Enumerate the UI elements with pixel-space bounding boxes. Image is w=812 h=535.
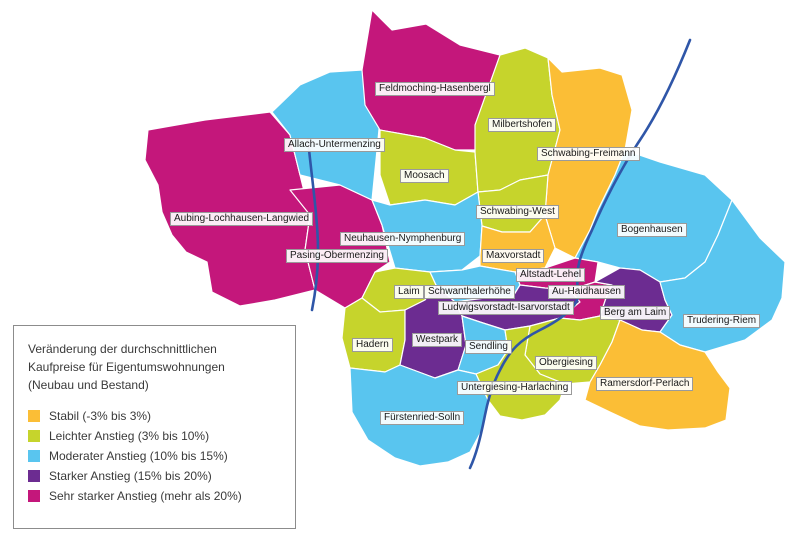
legend-item-stabil: Stabil (-3% bis 3%) (28, 406, 295, 426)
label-obergiesing: Obergiesing (535, 356, 597, 370)
label-ramersdorf-perlach: Ramersdorf-Perlach (596, 377, 694, 391)
label-schwabing-west: Schwabing-West (476, 205, 559, 219)
legend-label: Leichter Anstieg (3% bis 10%) (49, 429, 210, 443)
label-neuhausen-nymphenburg: Neuhausen-Nymphenburg (340, 232, 466, 246)
label-laim: Laim (394, 285, 424, 299)
legend-title: Veränderung der durchschnittlichen Kaufp… (28, 340, 295, 394)
legend-item-moderater-anstieg: Moderater Anstieg (10% bis 15%) (28, 446, 295, 466)
legend-title-line: Kaufpreise für Eigentumswohnungen (28, 360, 225, 374)
legend-swatch (28, 410, 40, 422)
legend-title-line: Veränderung der durchschnittlichen (28, 342, 217, 356)
legend-label: Moderater Anstieg (10% bis 15%) (49, 449, 228, 463)
label-sendling: Sendling (465, 340, 512, 354)
label-hadern: Hadern (352, 338, 393, 352)
district-ramersdorf-perlach[interactable] (584, 319, 731, 431)
label-berg-am-laim: Berg am Laim (600, 306, 671, 320)
label-bogenhausen: Bogenhausen (617, 223, 687, 237)
label-moosach: Moosach (400, 169, 449, 183)
legend-swatch (28, 490, 40, 502)
legend-title-line: (Neubau und Bestand) (28, 378, 149, 392)
district-allach-untermenzing[interactable] (271, 69, 381, 201)
legend-item-sehr-starker-anstieg: Sehr starker Anstieg (mehr als 20%) (28, 486, 295, 506)
label-milbertshofen: Milbertshofen (488, 118, 557, 132)
legend-swatch (28, 450, 40, 462)
label-trudering-riem: Trudering-Riem (683, 314, 761, 328)
label-schwanthalerhoehe: Schwanthalerhöhe (424, 285, 515, 299)
legend-swatch (28, 430, 40, 442)
label-altstadt-lehel: Altstadt-Lehel (516, 268, 586, 282)
label-ludwigsvorstadt-isarvorstadt: Ludwigsvorstadt-Isarvorstadt (438, 301, 574, 315)
label-fuerstenried-solln: Fürstenried-Solln (380, 411, 465, 425)
label-allach-untermenzing: Allach-Untermenzing (284, 138, 385, 152)
legend-swatch (28, 470, 40, 482)
legend-label: Stabil (-3% bis 3%) (49, 409, 152, 423)
label-untergiesing-harlaching: Untergiesing-Harlaching (457, 381, 573, 395)
label-au-haidhausen: Au-Haidhausen (548, 285, 625, 299)
label-maxvorstadt: Maxvorstadt (482, 249, 545, 263)
legend-item-starker-anstieg: Starker Anstieg (15% bis 20%) (28, 466, 295, 486)
label-feldmoching-hasenbergl: Feldmoching-Hasenbergl (375, 82, 495, 96)
river-wuerm (306, 138, 320, 312)
label-aubing-lochhausen-langwied: Aubing-Lochhausen-Langwied (170, 212, 314, 226)
legend-label: Sehr starker Anstieg (mehr als 20%) (49, 489, 242, 503)
label-pasing-obermenzing: Pasing-Obermenzing (286, 249, 388, 263)
legend-label: Starker Anstieg (15% bis 20%) (49, 469, 212, 483)
map-legend: Veränderung der durchschnittlichen Kaufp… (13, 325, 296, 529)
label-schwabing-freimann: Schwabing-Freimann (537, 147, 640, 161)
legend-item-leichter-anstieg: Leichter Anstieg (3% bis 10%) (28, 426, 295, 446)
label-westpark: Westpark (412, 333, 463, 347)
